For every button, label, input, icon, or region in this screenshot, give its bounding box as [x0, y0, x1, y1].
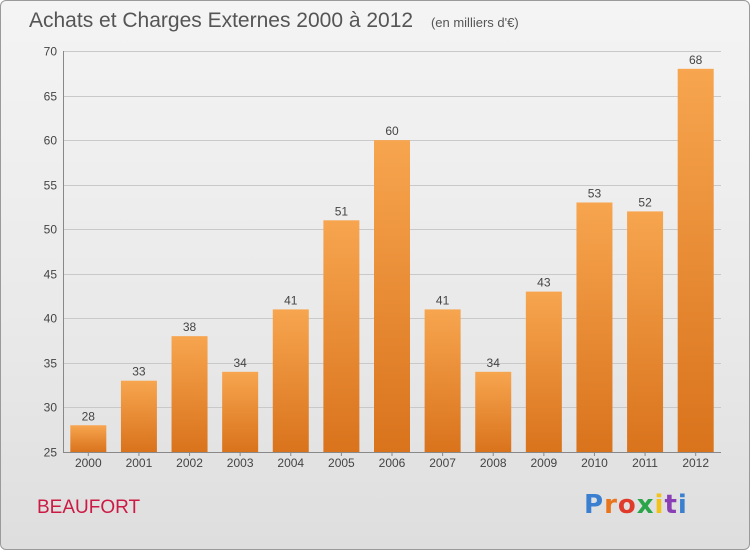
bar-2004[interactable] — [272, 309, 309, 452]
data-label: 53 — [588, 186, 602, 200]
x-tick-label: 2011 — [632, 456, 658, 470]
bar-2009[interactable] — [525, 291, 562, 452]
axes: 25 30 35 40 45 50 55 60 65 70 2000 2001 2002 2003 2004… — [44, 45, 721, 470]
x-tick-label: 2003 — [227, 456, 254, 470]
bar-2005[interactable] — [323, 220, 360, 452]
data-label: 41 — [284, 293, 298, 307]
data-label: 33 — [132, 365, 146, 379]
bar-2001[interactable] — [120, 380, 157, 452]
data-label: 28 — [82, 409, 96, 423]
y-tick-label: 40 — [44, 312, 58, 326]
data-label: 52 — [638, 195, 652, 209]
title-text: Achats et Charges Externes 2000 à 2012 — [29, 9, 414, 32]
bar-2011[interactable] — [627, 211, 664, 452]
y-tick-label: 55 — [44, 179, 58, 193]
data-label: 41 — [436, 293, 450, 307]
x-tick-label: 2012 — [682, 456, 709, 470]
bar-2003[interactable] — [222, 371, 259, 452]
y-tick-label: 50 — [44, 223, 58, 237]
x-tick-label: 2004 — [277, 456, 304, 470]
logo-letter: t — [664, 490, 678, 520]
bar-2012[interactable] — [677, 68, 714, 453]
x-tick-label: 2008 — [480, 456, 507, 470]
logo-letter: o — [617, 490, 637, 520]
y-tick-label: 70 — [44, 45, 58, 59]
bar-2002[interactable] — [171, 336, 208, 452]
y-tick-label: 45 — [44, 268, 58, 282]
bar-2000[interactable] — [70, 425, 107, 452]
logo-letter: r — [604, 490, 618, 520]
x-tick-label: 2001 — [126, 456, 153, 470]
x-tick-label: 2010 — [581, 456, 608, 470]
logo-letter: P — [584, 490, 605, 520]
proxiti-logo[interactable]: Proxiti — [584, 490, 688, 520]
chart-title: Achats et Charges Externes 2000 à 2012 (… — [29, 9, 519, 33]
bars — [70, 68, 714, 453]
y-tick-label: 65 — [44, 90, 58, 104]
data-label: 43 — [537, 276, 551, 290]
logo-letter: x — [636, 490, 655, 520]
y-tick-label: 60 — [44, 134, 58, 148]
y-tick-label: 30 — [44, 401, 58, 415]
unit-subtitle: (en milliers d'€) — [430, 15, 519, 30]
logo-letter: i — [654, 490, 665, 520]
data-label: 60 — [385, 124, 399, 138]
x-tick-label: 2009 — [530, 456, 557, 470]
data-labels: 28 33 38 34 41 51 60 41 34 43 53 52 68 — [82, 53, 703, 423]
x-tick-label: 2006 — [379, 456, 406, 470]
x-tick-label: 2000 — [75, 456, 102, 470]
x-tick-label: 2005 — [328, 456, 355, 470]
data-label: 38 — [183, 320, 197, 334]
logo-letter: i — [677, 490, 688, 520]
bar-2010[interactable] — [576, 202, 613, 452]
data-label: 34 — [487, 356, 501, 370]
bar-2007[interactable] — [424, 309, 461, 452]
data-label: 51 — [335, 204, 349, 218]
bar-2008[interactable] — [475, 371, 512, 452]
data-label: 68 — [689, 53, 703, 67]
y-tick-label: 25 — [44, 446, 58, 460]
data-label: 34 — [233, 356, 247, 370]
x-tick-label: 2007 — [429, 456, 456, 470]
y-tick-label: 35 — [44, 357, 58, 371]
commune-name: BEAUFORT — [37, 497, 141, 518]
bar-2006[interactable] — [374, 140, 410, 452]
x-tick-label: 2002 — [176, 456, 203, 470]
